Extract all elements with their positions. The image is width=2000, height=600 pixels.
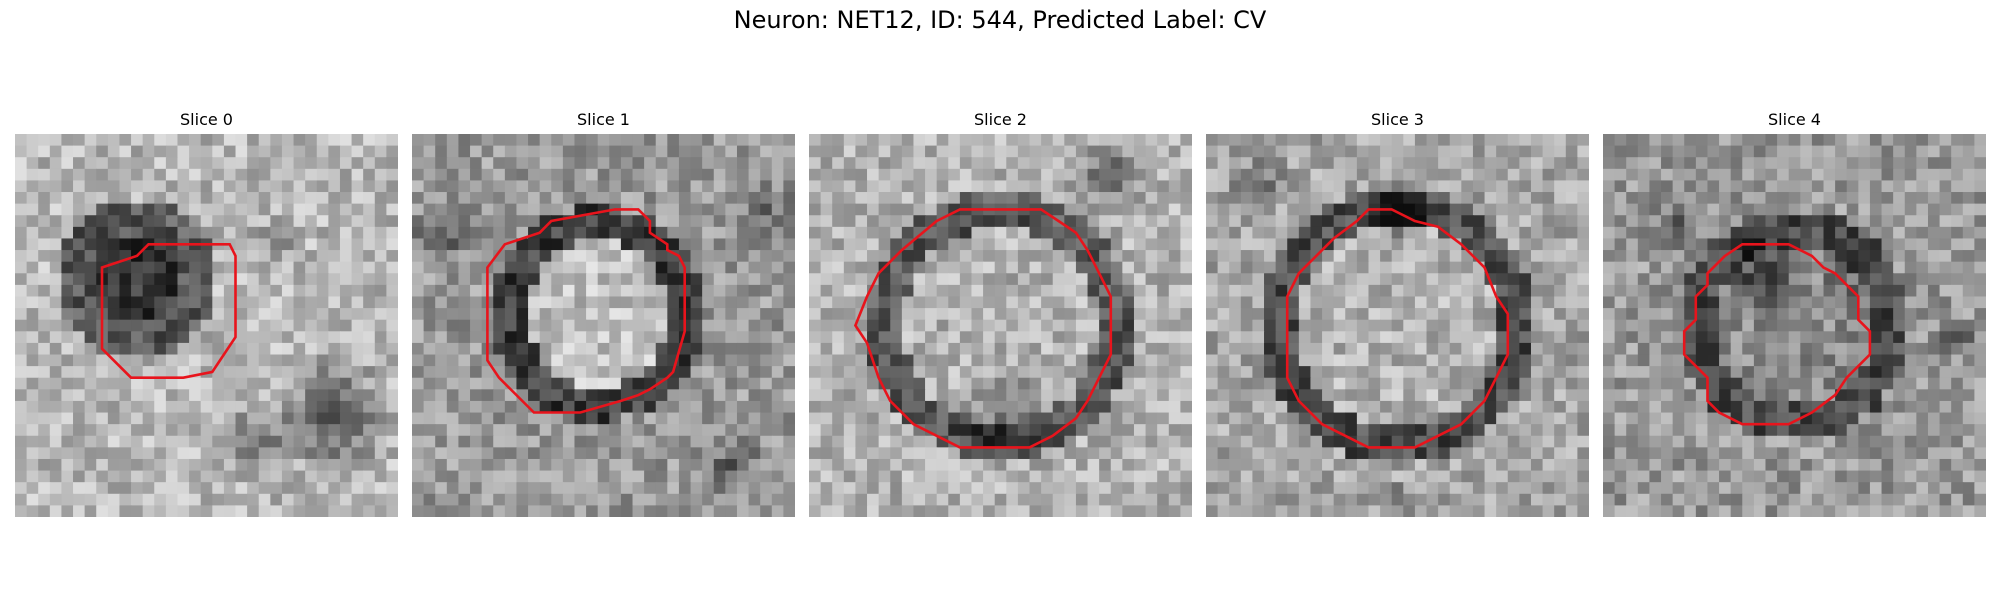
slice-title-1: Slice 1 [577, 110, 630, 129]
contour-outline-2 [853, 208, 1113, 449]
figure-title: Neuron: NET12, ID: 544, Predicted Label:… [733, 6, 1267, 34]
slice-panel-2: Slice 2 [809, 108, 1192, 517]
slice-title-4: Slice 4 [1768, 110, 1821, 129]
slice-image-4 [1603, 134, 1986, 517]
slice-image-0 [15, 134, 398, 517]
slice-panel-1: Slice 1 [412, 108, 795, 517]
slice-title-3: Slice 3 [1371, 110, 1424, 129]
pixel-grid [809, 134, 1192, 517]
slice-image-2 [809, 134, 1192, 517]
slice-image-1 [412, 134, 795, 517]
slice-panel-3: Slice 3 [1206, 108, 1589, 517]
contour-outline-4 [1682, 243, 1872, 426]
slice-svg-2 [809, 134, 1192, 517]
slice-title-0: Slice 0 [180, 110, 233, 129]
slice-panel-0: Slice 0 [15, 108, 398, 517]
slice-title-2: Slice 2 [974, 110, 1027, 129]
pixel-grid [412, 134, 795, 517]
pixel-grid [15, 134, 398, 517]
slice-svg-3 [1206, 134, 1589, 517]
contour-outline-3 [1285, 208, 1510, 449]
slice-svg-0 [15, 134, 398, 517]
slice-image-3 [1206, 134, 1589, 517]
contour-outline-0 [100, 243, 237, 379]
contour-outline-1 [486, 208, 687, 414]
slice-panel-4: Slice 4 [1603, 108, 1986, 517]
pixel-grid [1603, 134, 1986, 517]
pixel-grid [1206, 134, 1589, 517]
slice-svg-4 [1603, 134, 1986, 517]
slice-svg-1 [412, 134, 795, 517]
